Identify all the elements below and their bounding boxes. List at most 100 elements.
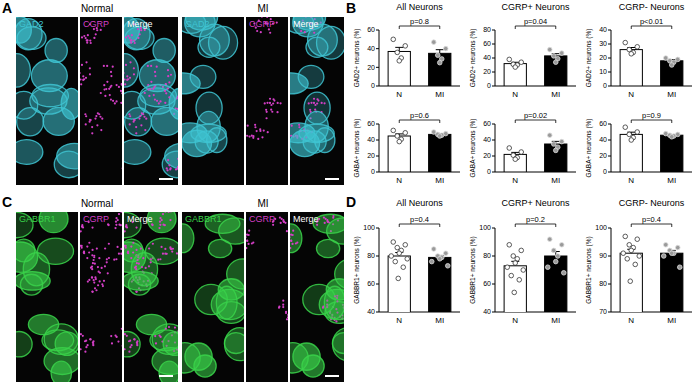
cgrp-puncta bbox=[115, 258, 117, 260]
cgrp-puncta bbox=[81, 247, 83, 249]
y-tick-label: 60 bbox=[599, 120, 607, 127]
cgrp-puncta bbox=[325, 218, 327, 220]
cell-body bbox=[55, 332, 78, 356]
y-tick bbox=[492, 156, 495, 157]
cgrp-puncta bbox=[316, 224, 318, 226]
cgrp-puncta bbox=[317, 99, 319, 101]
data-point bbox=[553, 60, 558, 65]
data-point bbox=[395, 134, 400, 139]
cgrp-puncta bbox=[106, 65, 108, 67]
bar bbox=[545, 144, 567, 172]
cgrp-puncta bbox=[129, 61, 131, 63]
cgrp-puncta bbox=[83, 35, 85, 37]
data-point bbox=[625, 257, 630, 262]
cell-body bbox=[190, 65, 216, 88]
cell-body bbox=[16, 331, 32, 356]
y-tick-label: 0 bbox=[603, 168, 607, 175]
data-point bbox=[547, 237, 552, 242]
cgrp-puncta bbox=[136, 340, 138, 342]
cgrp-puncta bbox=[150, 258, 152, 260]
cgrp-puncta bbox=[84, 113, 86, 115]
bar bbox=[661, 135, 683, 172]
cgrp-puncta bbox=[92, 344, 94, 346]
panel-letter: C bbox=[2, 194, 12, 210]
p-value: p=0.4 bbox=[642, 215, 661, 224]
cgrp-puncta bbox=[82, 75, 84, 77]
cgrp-puncta bbox=[285, 311, 287, 313]
cgrp-puncta bbox=[117, 219, 119, 221]
data-point bbox=[669, 63, 674, 68]
cgrp-puncta bbox=[86, 39, 88, 41]
y-tick bbox=[492, 72, 495, 73]
cgrp-puncta bbox=[91, 290, 93, 292]
cgrp-puncta bbox=[167, 87, 169, 89]
cell-field bbox=[290, 214, 344, 377]
cgrp-puncta bbox=[109, 94, 111, 96]
cgrp-puncta bbox=[104, 247, 106, 249]
chart-title: CGRP- Neurons bbox=[619, 2, 685, 12]
cgrp-puncta bbox=[150, 81, 152, 83]
bar-chart: All NeuronsGABBR1+ neurons (%)406080100N… bbox=[353, 198, 460, 368]
y-tick-label: 90 bbox=[599, 252, 607, 259]
cgrp-puncta bbox=[106, 261, 108, 263]
bar bbox=[429, 53, 451, 86]
cgrp-puncta bbox=[168, 81, 170, 83]
cgrp-puncta bbox=[273, 99, 275, 101]
y-axis-label: GAD2+ neurons (%) bbox=[353, 29, 361, 88]
x-tick-label: MI bbox=[435, 316, 444, 325]
plot-marks bbox=[504, 237, 567, 312]
cgrp-puncta bbox=[137, 37, 139, 39]
cgrp-puncta bbox=[127, 252, 129, 254]
cgrp-puncta bbox=[148, 265, 150, 267]
data-point bbox=[545, 265, 550, 270]
x-tick-label: MI bbox=[551, 316, 560, 325]
cgrp-puncta bbox=[140, 29, 142, 31]
cgrp-puncta bbox=[270, 109, 272, 111]
cgrp-puncta bbox=[280, 222, 282, 224]
image-strip bbox=[182, 17, 244, 185]
y-tick-label: 100 bbox=[363, 224, 375, 231]
cgrp-puncta bbox=[158, 227, 160, 229]
cgrp-puncta bbox=[167, 159, 169, 161]
cgrp-puncta bbox=[177, 158, 178, 160]
data-point bbox=[517, 278, 522, 283]
cgrp-puncta bbox=[104, 95, 106, 97]
data-point bbox=[628, 279, 633, 284]
y-tick-label: 40 bbox=[599, 136, 607, 143]
cgrp-puncta bbox=[321, 102, 323, 104]
significance-bracket: p=0.4 bbox=[631, 215, 672, 227]
cgrp-puncta bbox=[121, 84, 122, 86]
cgrp-puncta bbox=[265, 117, 267, 119]
image-background bbox=[182, 17, 244, 185]
data-point bbox=[403, 131, 408, 136]
cgrp-puncta bbox=[164, 102, 166, 104]
data-point bbox=[633, 262, 638, 267]
cgrp-puncta bbox=[261, 136, 263, 138]
cgrp-puncta bbox=[82, 335, 84, 337]
x-tick-label: MI bbox=[667, 316, 676, 325]
scale-bar bbox=[159, 375, 173, 377]
y-tick-label: 60 bbox=[367, 120, 375, 127]
cell-body bbox=[151, 107, 178, 135]
data-point bbox=[547, 133, 552, 138]
data-point bbox=[389, 254, 394, 259]
cgrp-puncta bbox=[124, 348, 126, 350]
x-tick-label: MI bbox=[667, 176, 676, 185]
y-tick bbox=[492, 140, 495, 141]
x-tick-label: MI bbox=[551, 176, 560, 185]
cgrp-puncta bbox=[130, 42, 132, 44]
cgrp-puncta bbox=[166, 253, 168, 255]
cell-body bbox=[159, 361, 178, 382]
cell-body bbox=[163, 332, 178, 356]
cgrp-puncta bbox=[122, 253, 123, 255]
cgrp-puncta bbox=[144, 29, 146, 31]
y-axis bbox=[611, 124, 612, 172]
bracket-line bbox=[631, 120, 672, 123]
cgrp-puncta bbox=[125, 36, 127, 38]
y-axis-label: GABA+ neurons (%) bbox=[353, 118, 361, 177]
cgrp-puncta bbox=[82, 79, 84, 81]
data-point bbox=[637, 254, 642, 259]
chart-title: CGRP- Neurons bbox=[619, 198, 685, 208]
channel-label: CGRP bbox=[249, 19, 275, 29]
cgrp-puncta bbox=[97, 284, 99, 286]
